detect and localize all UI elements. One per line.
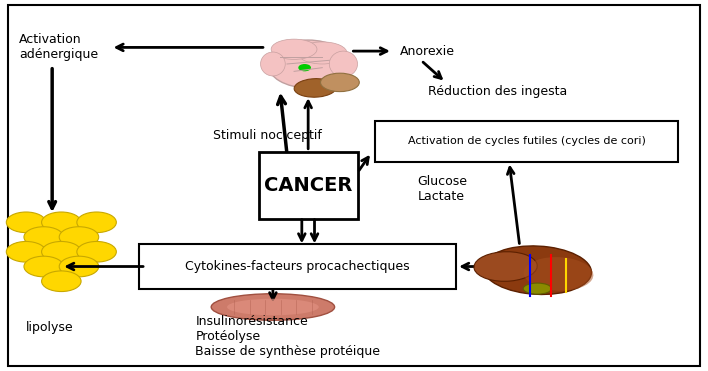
Circle shape <box>59 256 98 277</box>
Circle shape <box>77 242 116 262</box>
Text: Glucose
Lactate: Glucose Lactate <box>418 175 467 203</box>
Circle shape <box>299 65 310 70</box>
Circle shape <box>6 212 46 233</box>
Circle shape <box>42 212 81 233</box>
Circle shape <box>42 242 81 262</box>
Text: Activation
adénergique: Activation adénergique <box>19 33 98 62</box>
Text: Anorexie: Anorexie <box>400 45 455 58</box>
Ellipse shape <box>484 246 591 295</box>
Text: Insulinorésistance
Protéolyse
Baisse de synthèse protéique: Insulinorésistance Protéolyse Baisse de … <box>195 315 380 358</box>
Text: lipolyse: lipolyse <box>26 321 74 334</box>
Circle shape <box>6 242 46 262</box>
Ellipse shape <box>211 294 335 320</box>
Circle shape <box>77 212 116 233</box>
Ellipse shape <box>297 42 347 64</box>
Ellipse shape <box>474 252 537 281</box>
Ellipse shape <box>524 257 593 290</box>
Ellipse shape <box>321 73 359 92</box>
Ellipse shape <box>261 52 285 76</box>
Circle shape <box>59 227 98 247</box>
Text: Cytokines-facteurs procachectiques: Cytokines-facteurs procachectiques <box>185 260 410 273</box>
Ellipse shape <box>329 51 358 77</box>
FancyBboxPatch shape <box>259 152 358 219</box>
FancyBboxPatch shape <box>375 121 678 161</box>
Ellipse shape <box>227 299 319 315</box>
Ellipse shape <box>294 79 336 97</box>
Circle shape <box>24 256 64 277</box>
Circle shape <box>24 227 64 247</box>
Ellipse shape <box>268 40 349 88</box>
FancyBboxPatch shape <box>139 244 456 289</box>
Text: Activation de cycles futiles (cycles de cori): Activation de cycles futiles (cycles de … <box>408 136 646 146</box>
Ellipse shape <box>523 283 552 294</box>
Circle shape <box>42 271 81 292</box>
Text: CANCER: CANCER <box>264 176 353 195</box>
FancyBboxPatch shape <box>8 5 700 366</box>
Text: Stimuli nociceptif: Stimuli nociceptif <box>213 129 322 142</box>
Text: Réduction des ingesta: Réduction des ingesta <box>428 85 567 98</box>
Ellipse shape <box>271 39 317 59</box>
